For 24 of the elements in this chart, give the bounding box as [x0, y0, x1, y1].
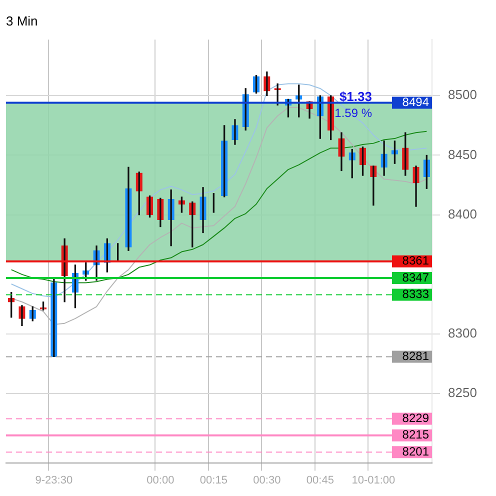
y-tick-label: 8300: [448, 326, 477, 341]
candlestick: [40, 302, 47, 311]
ref-line-label: 8333: [402, 287, 430, 302]
ref-line-label: 8229: [402, 411, 430, 426]
ref-line-label: 8281: [402, 349, 430, 364]
y-tick-label: 8250: [448, 385, 477, 400]
x-tick-label: 10-01:00: [352, 474, 396, 486]
x-tick-label: 00:15: [200, 474, 228, 486]
x-tick-label: 00:30: [253, 474, 281, 486]
annotation: 1.59 %: [334, 106, 372, 120]
y-tick-label: 8500: [448, 87, 477, 102]
candlestick: [274, 83, 281, 106]
ref-line-label: 8494: [402, 95, 430, 110]
ref-line-label: 8361: [402, 254, 430, 268]
ref-line-label: 8347: [402, 270, 430, 284]
x-tick-label: 9-23:30: [35, 474, 73, 486]
y-tick-label: 8450: [448, 146, 477, 162]
annotation: $1.33: [339, 89, 372, 104]
x-tick-label: 00:00: [146, 474, 174, 486]
chart-title: 3 Min: [6, 13, 38, 28]
ref-line-label: 8201: [402, 444, 430, 458]
ref-line-label: 8215: [402, 428, 430, 442]
y-tick-label: 8400: [448, 206, 477, 222]
x-tick-label: 00:45: [306, 474, 334, 486]
